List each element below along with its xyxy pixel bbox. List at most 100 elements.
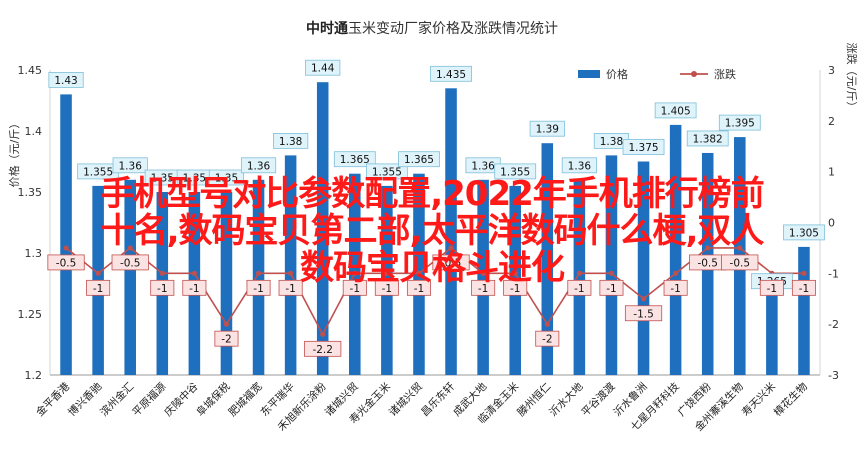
change-data-label: -1 xyxy=(382,283,392,295)
change-data-label: -0.5 xyxy=(120,257,141,269)
change-data-label: -0.5 xyxy=(697,257,718,269)
change-point xyxy=(191,270,197,276)
y-right-tick-label: 3 xyxy=(828,64,835,77)
y-right-tick-label: -2 xyxy=(828,318,839,331)
x-tick-label: 肥城福宽 xyxy=(226,380,265,419)
x-tick-label: 昌乐东轩 xyxy=(418,380,457,419)
change-label-box xyxy=(721,254,759,271)
y-right-tick-label: 0 xyxy=(828,217,835,230)
price-bar xyxy=(477,179,489,375)
x-tick-label: 庆陵中谷 xyxy=(162,380,201,419)
price-bar xyxy=(637,161,650,375)
legend-change-marker xyxy=(691,71,697,77)
change-data-label: -1 xyxy=(510,283,520,295)
price-data-label: 1.44 xyxy=(311,63,335,75)
price-data-label: 1.355 xyxy=(83,166,113,178)
change-data-label: -1 xyxy=(606,283,616,295)
change-point xyxy=(159,270,165,276)
bars-layer xyxy=(60,82,810,376)
x-tick-label: 寿天兴米 xyxy=(739,380,778,419)
price-data-label: 1.36 xyxy=(247,160,271,172)
change-point xyxy=(416,270,422,276)
change-data-label: -2 xyxy=(221,334,231,346)
change-point xyxy=(320,331,326,337)
change-label-box xyxy=(150,279,175,296)
price-bar xyxy=(798,246,810,375)
change-point xyxy=(673,270,679,276)
change-point xyxy=(223,321,230,327)
change-data-label: -1 xyxy=(414,283,424,295)
change-label-box xyxy=(791,279,816,296)
price-bar xyxy=(766,295,778,375)
change-label-box xyxy=(599,279,624,296)
legend-price-swatch xyxy=(578,70,600,78)
price-data-label: 1.405 xyxy=(661,105,691,117)
chart-title: 中时通玉米变动厂家价格及涨跌情况统计 xyxy=(306,20,558,37)
y-right-tick-label: -3 xyxy=(828,369,839,382)
price-data-label: 1.355 xyxy=(500,166,530,178)
change-label-box xyxy=(342,279,367,296)
price-label-box xyxy=(783,224,825,241)
y-right-axis-title: 涨跌（元/斤） xyxy=(845,43,859,113)
price-label-box xyxy=(561,157,597,174)
change-point xyxy=(448,245,454,251)
price-label-box xyxy=(112,157,148,174)
change-data-label: -1 xyxy=(189,283,199,295)
x-tick-label: 沂水大地 xyxy=(547,380,586,419)
change-data-label: -1 xyxy=(574,283,584,295)
x-tick-label: 诸城兴贸 xyxy=(387,381,425,419)
change-data-label: -1.5 xyxy=(633,308,654,320)
change-label-box xyxy=(535,330,560,347)
change-label-box xyxy=(759,279,784,296)
x-tick-label: 博兴香驰 xyxy=(65,380,104,419)
change-label-box xyxy=(246,279,271,296)
price-label-box xyxy=(48,72,84,88)
change-data-label: -1 xyxy=(93,283,103,295)
price-data-label: 1.35 xyxy=(151,173,174,185)
change-point xyxy=(95,270,101,276)
price-data-label: 1.365 xyxy=(340,154,370,166)
price-label-box xyxy=(365,163,408,180)
price-data-label: 1.38 xyxy=(600,136,623,148)
legend: 价格 涨跌 xyxy=(578,67,736,81)
price-bar xyxy=(124,179,136,375)
price-data-label: 1.39 xyxy=(536,124,559,136)
y-left-tick-label: 1.3 xyxy=(25,247,43,260)
change-data-label: -0.5 xyxy=(441,257,462,269)
change-label-box xyxy=(86,279,111,296)
x-tick-label: 金平香港 xyxy=(33,380,72,419)
change-data-label: -1 xyxy=(157,283,167,295)
price-bar xyxy=(573,179,586,375)
price-data-label: 1.35 xyxy=(215,173,238,185)
change-data-label: -0.5 xyxy=(730,257,751,269)
change-data-label: -1 xyxy=(670,283,680,295)
change-point xyxy=(640,296,647,302)
price-bar xyxy=(541,143,554,375)
price-label-box xyxy=(654,102,697,119)
change-data-label: -1 xyxy=(253,283,263,295)
price-bar xyxy=(445,88,457,376)
price-label-box xyxy=(240,157,277,174)
y-left-tick-label: 1.35 xyxy=(18,186,43,199)
change-point xyxy=(801,270,807,276)
y-left-tick-label: 1.25 xyxy=(18,308,43,321)
y-right-tick-label: 1 xyxy=(828,166,835,179)
price-bar xyxy=(60,94,72,376)
price-label-box xyxy=(208,169,245,186)
price-data-label: 1.305 xyxy=(789,227,819,239)
price-label-box xyxy=(430,65,472,82)
price-data-label: 1.355 xyxy=(372,166,402,178)
price-bar xyxy=(220,192,233,375)
x-tick-label: 滨州金汇 xyxy=(97,380,136,419)
price-data-label: 1.395 xyxy=(725,118,755,130)
change-label-box xyxy=(567,279,592,296)
change-label-box xyxy=(471,279,496,296)
change-point xyxy=(480,270,486,276)
change-label-box xyxy=(374,279,399,296)
change-label-box xyxy=(624,305,663,322)
change-label-box xyxy=(182,279,207,296)
change-point xyxy=(576,270,582,276)
change-label-box xyxy=(432,254,470,271)
y-right-tick-label: -1 xyxy=(828,267,839,280)
